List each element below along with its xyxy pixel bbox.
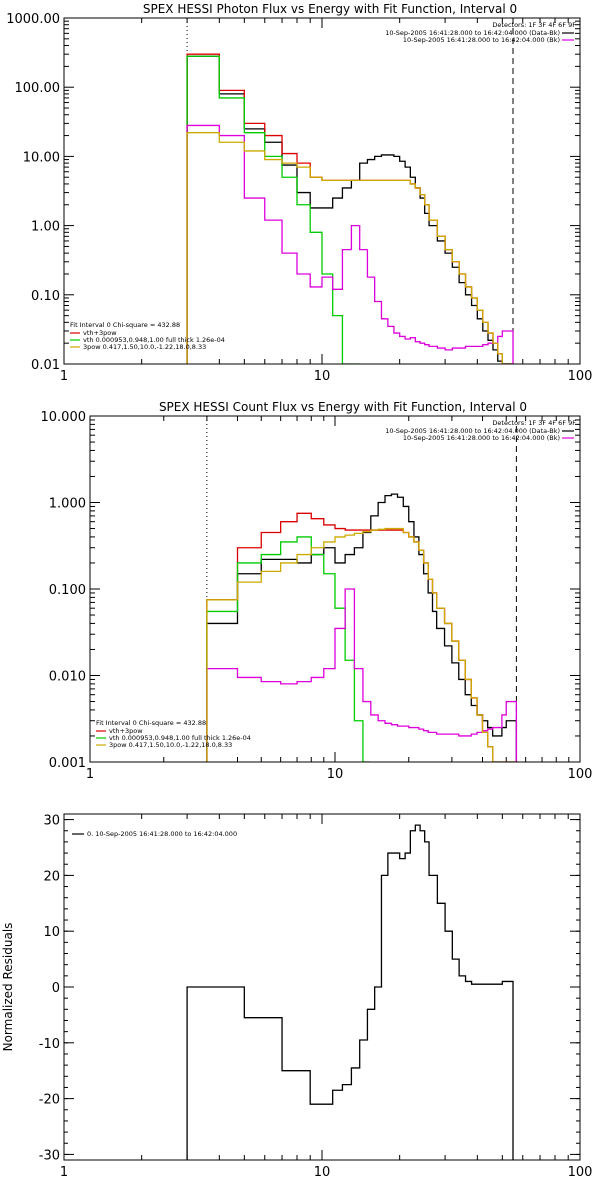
legend-detectors: Detectors: 1F 3F 4F 6F 9F	[492, 21, 576, 29]
series-line-vth_spow	[206, 512, 517, 762]
y-axis-label: Normalized Residuals	[1, 923, 15, 1052]
y-tick-label: 0.01	[31, 358, 60, 373]
series-line-vth_spow	[186, 53, 514, 364]
legend-item-label: 3pow 0.417,1.50,10.0,-1.22,18.0,8.33	[109, 741, 232, 749]
legend-detectors: Detectors: 1F 3F 4F 6F 9F	[492, 419, 576, 427]
series-line-vth	[206, 536, 371, 762]
legend-item-label: vth+3pow	[109, 727, 143, 735]
y-tick-label: 1000.00	[6, 12, 60, 27]
y-tick-label: 0.100	[49, 583, 86, 598]
chart-title: SPEX HESSI Count Flux vs Energy with Fit…	[159, 400, 527, 414]
y-tick-label: 10.000	[41, 410, 87, 425]
legend-item-label: vth 0.000953,0.948,1.00 full thick 1.26e…	[109, 734, 251, 742]
x-tick-label: 1	[60, 369, 68, 384]
legend-fit-header: Fit Interval 0 Chi-square = 432.88	[96, 719, 206, 727]
series-group	[186, 824, 514, 1160]
y-tick-label: 0.10	[31, 289, 60, 304]
x-tick-label: 10	[314, 1165, 331, 1180]
x-tick-label: 100	[568, 767, 593, 782]
y-tick-label: 0.001	[49, 756, 86, 771]
y-tick-label: 1.00	[31, 220, 60, 235]
series-line-data	[186, 55, 514, 364]
legend-fit-header: Fit Interval 0 Chi-square = 432.88	[70, 321, 180, 329]
legend-item-label: 10-Sep-2005 16:41:28.000 to 16:42:04.000…	[385, 29, 560, 37]
y-tick-label: 30	[43, 814, 60, 829]
legend-item-label: 10-Sep-2005 16:41:28.000 to 16:42:04.000…	[403, 36, 560, 44]
y-tick-label: 100.00	[15, 81, 61, 96]
series-line-data	[186, 824, 514, 1160]
y-tick-label: -30	[39, 1148, 60, 1163]
series-group	[206, 493, 518, 762]
x-tick-label: 1	[60, 1165, 68, 1180]
legend-item-label: vth+3pow	[83, 329, 117, 337]
y-tick-label: 10	[43, 925, 60, 940]
series-line-vth	[186, 55, 360, 364]
x-tick-label: 10	[314, 369, 331, 384]
y-tick-label: 0.010	[49, 670, 86, 685]
plot-3: Normalized Residuals 1 10 100 -30 -20 -10 0 10 20…	[1, 813, 593, 1180]
legend-item-label: 10-Sep-2005 16:41:28.000 to 16:42:04.000…	[385, 427, 560, 435]
series-line-bk	[206, 527, 517, 762]
y-tick-label: 20	[43, 869, 60, 884]
y-tick-label: -20	[39, 1093, 60, 1108]
x-tick-label: 100	[568, 369, 593, 384]
plot-frame	[89, 415, 581, 763]
x-tick-label: 10	[327, 767, 344, 782]
series-line-bk	[186, 132, 514, 364]
legend-item-label: 3pow 0.417,1.50,10.0,-1.22,18.0,8.33	[83, 343, 206, 351]
plot-frame	[63, 813, 581, 1161]
plot-2: SPEX HESSI Count Flux vs Energy with Fit…	[41, 400, 593, 782]
series-line-spow	[186, 124, 514, 364]
legend-item-label: 0. 10-Sep-2005 16:41:28.000 to 16:42:04.…	[87, 830, 237, 838]
y-tick-label: 0	[52, 981, 60, 996]
series-line-spow	[206, 588, 518, 762]
x-tick-label: 1	[86, 767, 94, 782]
y-tick-label: 10.00	[23, 150, 60, 165]
y-tick-label: 1.000	[49, 497, 86, 512]
plot-1: SPEX HESSI Photon Flux vs Energy with Fi…	[6, 2, 592, 384]
plot-frame	[63, 17, 581, 365]
legend-item-label: 10-Sep-2005 16:41:28.000 to 16:42:04.000…	[403, 434, 560, 442]
x-tick-label: 100	[568, 1165, 593, 1180]
chart-title: SPEX HESSI Photon Flux vs Energy with Fi…	[143, 2, 517, 16]
legend-item-label: vth 0.000953,0.948,1.00 full thick 1.26e…	[83, 336, 225, 344]
y-tick-label: -10	[39, 1037, 60, 1052]
series-group	[186, 53, 514, 364]
series-line-data	[206, 493, 518, 762]
